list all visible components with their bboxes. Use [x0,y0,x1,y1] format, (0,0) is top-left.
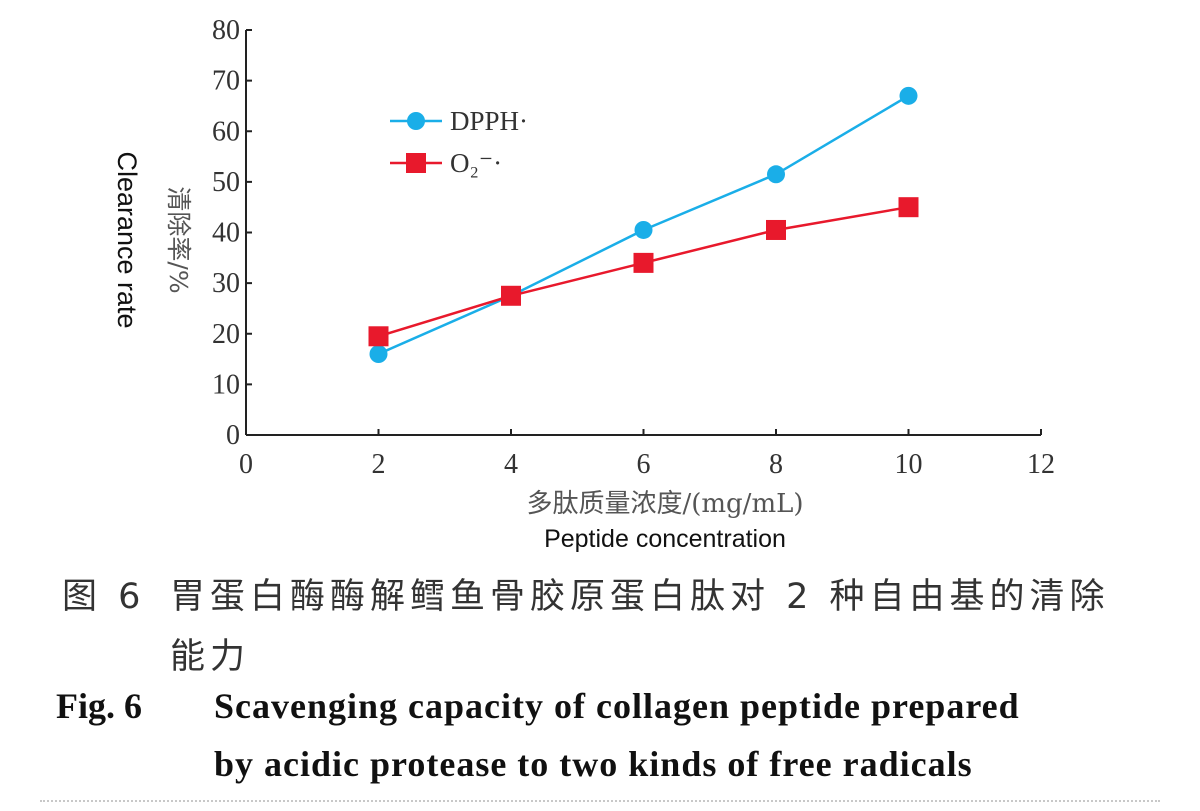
caption-figure-number-cn: 图 6 [62,577,146,617]
y-tick-label: 40 [212,218,240,249]
caption-title-en-line1: Scavenging capacity of collagen peptide … [214,686,1020,726]
data-point-circle [634,220,653,239]
caption-title-cn-line1: 胃蛋白酶酶解鳕鱼骨胶原蛋白肽对 2 种自由基的清除 [170,577,1110,617]
y-tick-label: 0 [226,420,240,451]
x-tick-label: 4 [504,449,518,480]
data-point-square [501,285,521,306]
x-tick-label: 10 [895,449,923,480]
data-point-square [766,219,786,240]
y-axis-label-chinese: 清除率/% [164,186,193,293]
y-tick-label: 10 [212,369,240,400]
y-tick-label: 50 [212,167,240,198]
x-axis-label-english: Peptide concentration [544,525,786,553]
legend-label-0: DPPH· [450,106,528,136]
y-axis-label-english: Clearance rate [112,151,142,328]
x-tick-label: 8 [769,449,783,480]
caption-figure-number-en: Fig. 6 [56,686,142,726]
caption-title-en-line2: by acidic protease to two kinds of free … [214,744,973,784]
y-tick-label: 30 [212,268,240,299]
chart-series [368,86,919,363]
y-tick-label: 70 [212,66,240,97]
data-point-circle [369,345,388,363]
data-point-circle [767,165,785,184]
x-axis-label-chinese: 多肽质量浓度/(mg/mL) [526,489,803,519]
caption-title-cn-line2: 能力 [170,637,251,677]
x-tick-label: 6 [637,449,651,480]
legend-marker-square [406,153,426,173]
y-tick-label: 60 [212,116,240,147]
x-tick-label: 0 [239,449,253,480]
chart-legend: DPPH· O₂⁻· [390,106,528,178]
legend-label-1: O₂⁻· [450,148,502,178]
y-tick-label: 80 [212,15,240,46]
data-point-circle [899,86,918,105]
x-tick-label: 2 [372,449,386,480]
data-point-square [368,326,389,347]
data-point-square [898,197,919,218]
y-tick-label: 20 [212,319,240,350]
page-divider [40,800,1160,802]
chart-axes: 0 2 4 6 8 10 12 0 10 20 30 40 50 60 70 80 [212,15,1055,480]
x-tick-label: 12 [1027,449,1055,480]
line-chart: 0 2 4 6 8 10 12 0 10 20 30 40 50 60 70 80 DPPH· O₂⁻· Cle… [112,15,1055,553]
data-point-square [633,252,654,273]
legend-marker-circle [407,112,425,130]
